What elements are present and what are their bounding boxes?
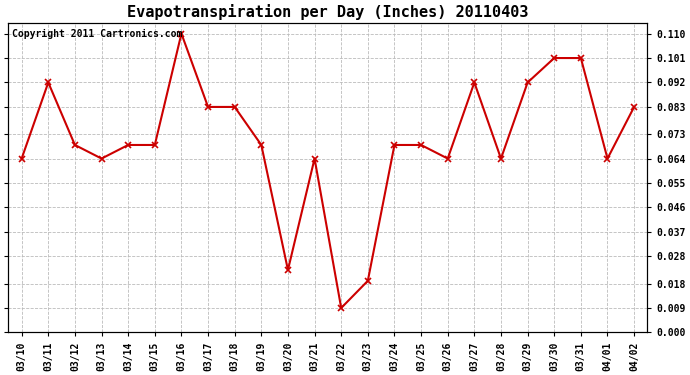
Text: Copyright 2011 Cartronics.com: Copyright 2011 Cartronics.com — [12, 29, 182, 39]
Title: Evapotranspiration per Day (Inches) 20110403: Evapotranspiration per Day (Inches) 2011… — [127, 4, 529, 20]
